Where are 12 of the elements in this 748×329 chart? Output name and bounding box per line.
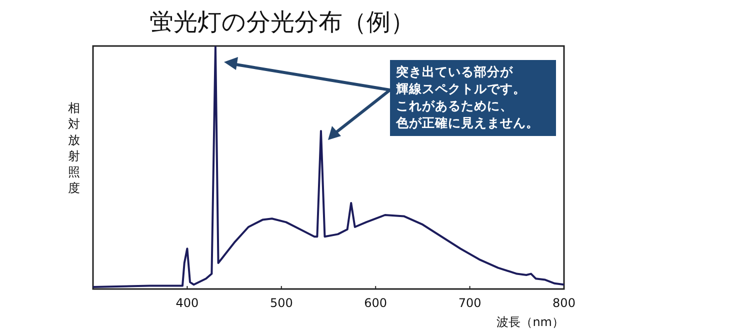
- x-tick-label: 700: [458, 296, 482, 310]
- x-tick-label: 500: [270, 296, 293, 310]
- annotation: 色が正確に見えません。: [395, 115, 539, 130]
- annotation: これがあるために、: [396, 98, 513, 113]
- chart-title: 蛍光灯の分光分布（例）: [150, 8, 414, 36]
- annotation: 突き出ている部分が: [395, 64, 514, 79]
- y-axis-title: 相対放射照度: [68, 101, 80, 195]
- x-tick-label: 600: [364, 296, 388, 310]
- x-axis-title: 波長（nm）: [496, 315, 564, 329]
- annotation: 輝線スペクトルです。: [395, 81, 526, 96]
- x-tick-label: 400: [176, 296, 199, 310]
- x-tick-label: 800: [552, 296, 576, 310]
